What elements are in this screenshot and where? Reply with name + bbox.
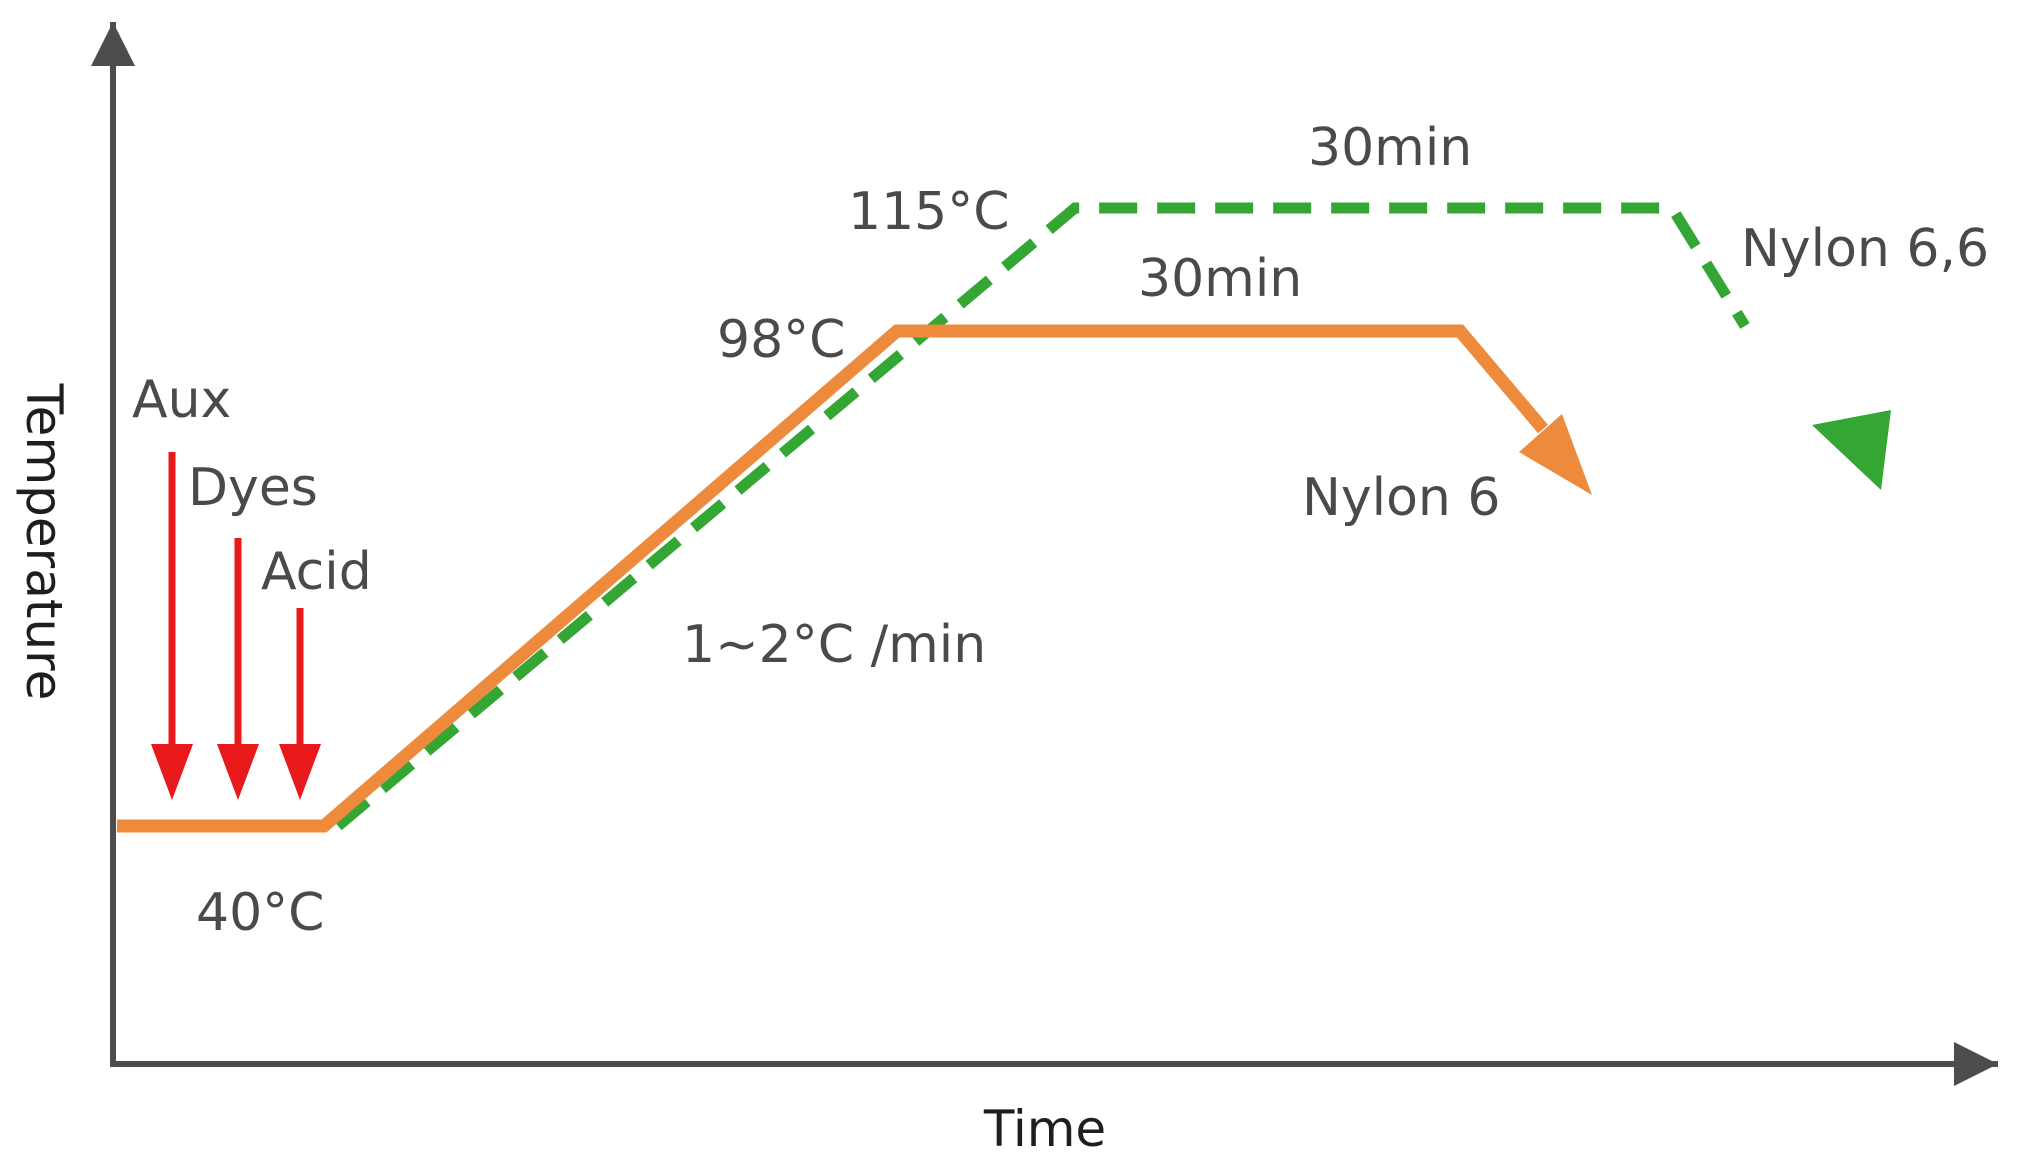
heating-rate-label: 1~2°C /min — [682, 615, 986, 675]
nylon-66-arrow-head — [1812, 410, 1891, 490]
nylon-66-hold-temp-label: 115°C — [848, 182, 1010, 242]
nylon-6-profile-line — [117, 324, 1548, 833]
aux-label: Aux — [132, 370, 231, 430]
nylon-6-hold-temp-label: 98°C — [717, 310, 845, 370]
start-temp-label: 40°C — [196, 883, 324, 943]
y-axis-label: Temperature — [15, 383, 73, 701]
aux-addition-arrow — [151, 452, 193, 800]
nylon-6-hold-time-label: 30min — [1138, 249, 1302, 309]
nylon-66-label: Nylon 6,6 — [1741, 219, 1989, 279]
acid-label: Acid — [261, 542, 372, 602]
acid-addition-arrow — [279, 608, 321, 800]
nylon-6-arrow-head — [1519, 414, 1592, 495]
nylon-6-label: Nylon 6 — [1302, 468, 1501, 528]
dyes-label: Dyes — [188, 458, 318, 518]
nylon-66-profile-line — [334, 202, 1750, 831]
nylon-66-hold-time-label: 30min — [1308, 118, 1472, 178]
x-axis-label: Time — [983, 1100, 1106, 1158]
dyes-addition-arrow — [217, 538, 259, 800]
